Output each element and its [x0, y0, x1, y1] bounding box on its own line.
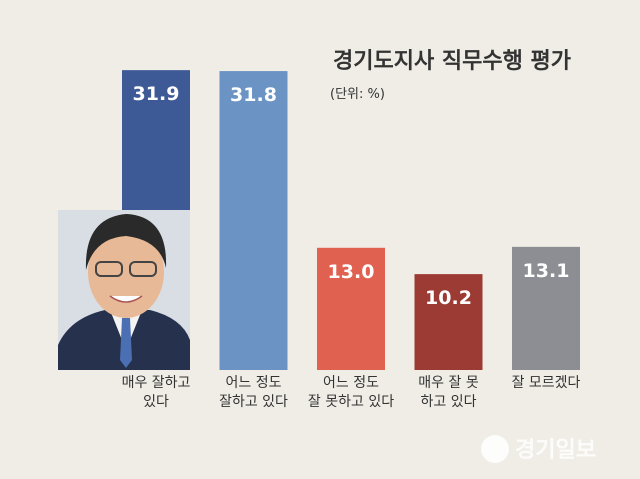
bar	[317, 247, 385, 370]
category-label: 어느 정도 잘 못하고 있다	[307, 375, 395, 410]
watermark: 경기일보	[515, 438, 596, 463]
bar	[512, 246, 580, 370]
smile	[109, 295, 143, 303]
portrait	[58, 210, 190, 370]
chart-title: 경기도지사 직무수행 평가	[333, 49, 571, 74]
chart-subtitle: (단위: %)	[330, 87, 385, 102]
category-label: 잘 모르겠다	[511, 375, 581, 391]
glasses	[129, 261, 157, 277]
value-label: 31.8	[230, 84, 277, 106]
face	[88, 226, 164, 318]
value-label: 10.2	[425, 287, 472, 309]
category-label: 어느 정도 잘하고 있다	[219, 375, 288, 410]
category-label: 매우 잘하고 있다	[121, 375, 191, 410]
category-label: 매우 잘 못 하고 있다	[418, 375, 479, 410]
value-label: 13.1	[523, 260, 570, 282]
glasses	[95, 261, 123, 277]
logo: 경기일보	[481, 435, 596, 463]
bar	[414, 274, 483, 370]
hair	[85, 214, 167, 270]
value-label: 31.9	[133, 83, 180, 105]
logo-icon	[481, 435, 509, 463]
value-label: 13.0	[328, 261, 375, 283]
bar	[219, 71, 288, 370]
tie	[120, 318, 132, 368]
